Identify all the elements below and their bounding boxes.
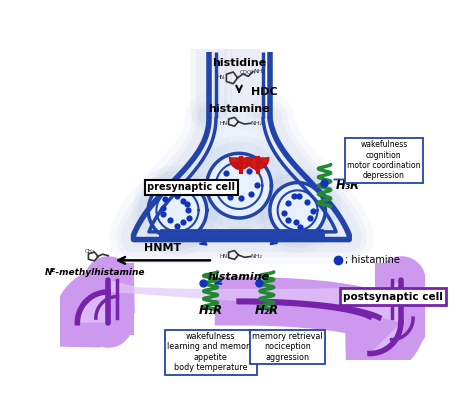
- Text: NH₂: NH₂: [251, 254, 263, 259]
- Text: ; histamine: ; histamine: [346, 255, 400, 265]
- Text: H₂R: H₂R: [255, 304, 279, 317]
- Text: H₃R: H₃R: [335, 179, 359, 192]
- Polygon shape: [270, 183, 325, 238]
- Text: CH₃: CH₃: [85, 249, 95, 254]
- Text: NH₂: NH₂: [251, 121, 263, 126]
- Text: histidine: histidine: [212, 58, 266, 68]
- Polygon shape: [247, 158, 268, 169]
- Text: HN: HN: [219, 254, 228, 259]
- Text: presynaptic cell: presynaptic cell: [147, 182, 235, 192]
- Text: memory retrieval
nociception
aggression: memory retrieval nociception aggression: [252, 332, 323, 362]
- Text: NH₂: NH₂: [253, 69, 265, 74]
- Text: histamine: histamine: [208, 104, 270, 114]
- Text: wakefulness
learning and memory
appetite
body temperature: wakefulness learning and memory appetite…: [167, 332, 254, 372]
- Polygon shape: [134, 118, 349, 240]
- Polygon shape: [148, 181, 207, 240]
- Polygon shape: [207, 153, 272, 218]
- Text: wakefulness
cognition
motor coordination
depression: wakefulness cognition motor coordination…: [347, 140, 420, 180]
- Polygon shape: [77, 279, 401, 354]
- Text: HNMT: HNMT: [144, 243, 182, 253]
- Text: histamine: histamine: [208, 272, 270, 282]
- Text: COOH: COOH: [240, 70, 256, 75]
- Polygon shape: [230, 158, 251, 169]
- Text: HN: HN: [217, 75, 225, 80]
- Text: HDC: HDC: [251, 87, 278, 98]
- Text: HN: HN: [219, 121, 228, 126]
- Text: Nᴱ-methylhistamine: Nᴱ-methylhistamine: [45, 268, 146, 277]
- Text: H₁R: H₁R: [199, 304, 223, 317]
- Text: postsynaptic cell: postsynaptic cell: [343, 292, 443, 302]
